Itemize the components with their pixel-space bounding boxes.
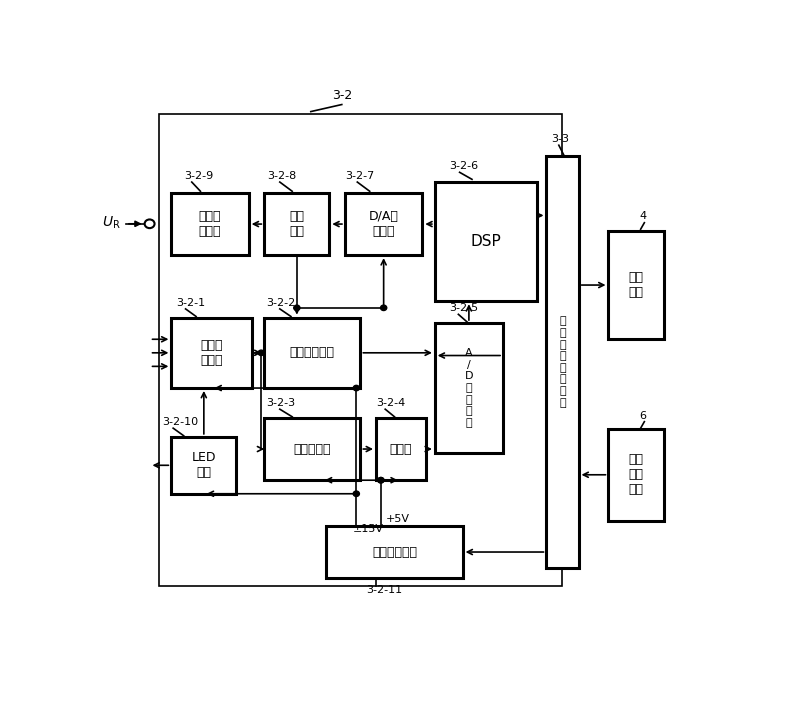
Text: 抗混叠滤波器: 抗混叠滤波器	[290, 346, 335, 359]
Text: D/A转
换模块: D/A转 换模块	[369, 210, 398, 238]
Text: 3-2-1: 3-2-1	[176, 298, 206, 308]
Circle shape	[381, 305, 386, 310]
Text: LED
光源: LED 光源	[192, 451, 216, 479]
Text: 合并
单元: 合并 单元	[629, 271, 644, 299]
Text: 过压保
护模块: 过压保 护模块	[199, 210, 222, 238]
Text: DSP: DSP	[470, 234, 502, 249]
Text: 3-2: 3-2	[332, 89, 352, 102]
Text: 3-3: 3-3	[550, 134, 569, 144]
Bar	[345, 193, 422, 256]
Bar	[326, 527, 462, 578]
Text: 3-2-4: 3-2-4	[376, 398, 405, 408]
Circle shape	[354, 385, 359, 391]
Text: 3-2-8: 3-2-8	[267, 171, 297, 181]
Bar	[608, 429, 664, 521]
Text: 6: 6	[639, 410, 646, 420]
Text: $U_\mathrm{R}$: $U_\mathrm{R}$	[102, 215, 121, 231]
Bar	[171, 436, 237, 494]
Text: 3-2-6: 3-2-6	[449, 161, 478, 171]
Bar	[435, 323, 503, 453]
Text: +5V: +5V	[386, 514, 410, 524]
Bar	[264, 193, 330, 256]
Text: 放大器: 放大器	[390, 443, 412, 455]
Circle shape	[378, 477, 384, 483]
Bar	[171, 193, 249, 256]
Text: 3-2-7: 3-2-7	[345, 171, 374, 181]
Text: 3-2-3: 3-2-3	[266, 398, 295, 408]
Text: 电源转换模块: 电源转换模块	[372, 546, 417, 558]
Text: A
/
D
转
换
模
块: A / D 转 换 模 块	[465, 348, 473, 428]
Circle shape	[354, 491, 359, 496]
Text: 直流
电源
模块: 直流 电源 模块	[629, 453, 644, 496]
Bar	[435, 182, 537, 301]
Circle shape	[294, 305, 300, 310]
Text: 3-2-10: 3-2-10	[162, 417, 198, 427]
Text: 光
电
混
合
接
件
模
块: 光 电 混 合 接 件 模 块	[559, 316, 566, 408]
Bar	[159, 114, 562, 586]
Circle shape	[258, 350, 264, 356]
Bar	[546, 156, 578, 568]
Text: 3-2-9: 3-2-9	[184, 171, 213, 181]
Bar	[264, 318, 361, 388]
Bar	[376, 418, 426, 480]
Text: 4: 4	[639, 211, 646, 221]
Text: 放大
模块: 放大 模块	[290, 210, 304, 238]
Bar	[171, 318, 252, 388]
Circle shape	[145, 220, 154, 228]
Bar	[608, 231, 664, 339]
Text: 带通滤波器: 带通滤波器	[294, 443, 331, 455]
Text: 3-2-5: 3-2-5	[449, 303, 478, 313]
Circle shape	[378, 477, 384, 483]
Bar	[264, 418, 361, 480]
Text: 3-2-11: 3-2-11	[366, 585, 402, 595]
Text: 3-2-2: 3-2-2	[266, 298, 295, 308]
Text: ±15V: ±15V	[354, 524, 384, 534]
Text: 光电转
换模块: 光电转 换模块	[200, 339, 223, 367]
